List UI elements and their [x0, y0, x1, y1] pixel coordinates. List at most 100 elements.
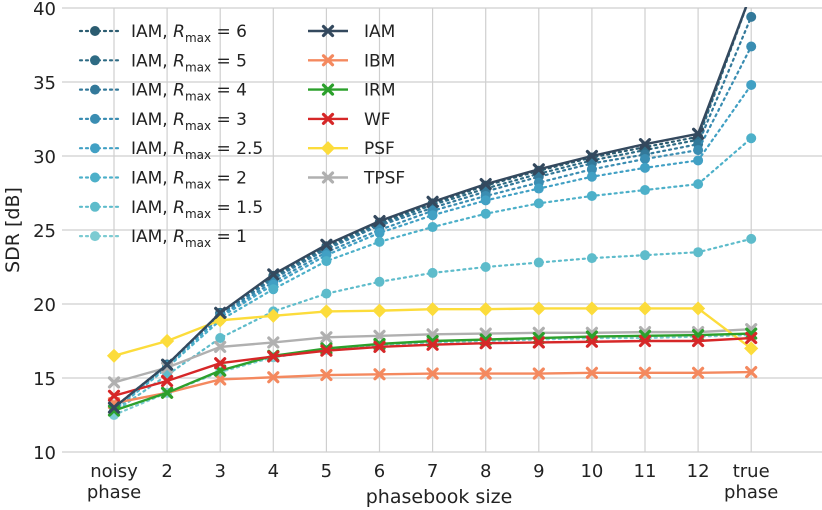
legend-swatch-marker — [90, 172, 100, 183]
legend-var: R — [173, 139, 185, 159]
x-tick-line: 11 — [634, 461, 657, 482]
data-point — [427, 267, 438, 278]
x-tick-line: true — [733, 461, 770, 482]
legend-swatch-marker — [90, 231, 100, 242]
data-point — [106, 348, 122, 363]
data-point — [746, 11, 757, 22]
data-point — [107, 401, 121, 414]
legend-label: IAM, Rmax = 6 — [131, 22, 247, 45]
data-point — [426, 338, 439, 351]
legend-label: PSF — [364, 139, 395, 159]
legend-var: R — [173, 22, 185, 42]
data-point — [107, 389, 121, 402]
legend-entry-rmax-3: IAM, Rmax = 3 — [78, 110, 247, 133]
data-point — [585, 366, 598, 379]
x-tick-line: 12 — [687, 461, 710, 482]
data-point — [693, 247, 704, 258]
data-point — [640, 250, 650, 261]
x-tick-line: 8 — [480, 461, 491, 482]
legend-label: IAM, Rmax = 4 — [131, 81, 247, 104]
data-point — [745, 331, 758, 345]
grid — [62, 7, 822, 453]
data-point — [746, 79, 757, 90]
x-tick-label: 4 — [268, 461, 279, 482]
legend-sub: max — [185, 178, 211, 192]
x-tick-label: noisy phase — [87, 461, 141, 503]
legend-entry-rmax-2.5: IAM, Rmax = 2.5 — [78, 139, 263, 162]
data-point — [640, 162, 650, 173]
data-point — [480, 262, 491, 272]
data-point — [532, 367, 545, 380]
legend-entry-ibm: IBM — [308, 51, 395, 71]
data-point — [533, 257, 544, 268]
data-point — [586, 164, 597, 175]
legend-rmax-value: 5 — [236, 51, 247, 71]
data-point — [746, 41, 757, 52]
legend-var: R — [173, 51, 185, 71]
data-point — [107, 404, 121, 417]
legend-swatch-marker — [321, 171, 335, 184]
x-axis-label: phasebook size — [366, 486, 513, 508]
legend-label: IRM — [364, 81, 396, 101]
data-point — [640, 153, 650, 164]
data-point — [584, 301, 599, 316]
plot-area — [106, 7, 759, 420]
data-point — [479, 337, 492, 350]
legend-swatch-marker — [90, 201, 100, 212]
legend-var: R — [173, 227, 185, 247]
legend-entry-wf: WF — [308, 110, 391, 130]
data-point — [266, 308, 281, 323]
data-point — [373, 215, 386, 228]
legend-swatch-marker — [321, 54, 335, 67]
data-point — [480, 208, 491, 219]
data-point — [532, 163, 545, 176]
legend-swatch-marker — [321, 112, 335, 125]
legend-prefix: IAM, — [131, 169, 173, 189]
data-point — [374, 276, 385, 287]
x-tick-line: 5 — [321, 461, 332, 482]
legend-label: TPSF — [363, 169, 405, 189]
x-tick-line: 4 — [268, 461, 279, 482]
x-tick-line: 6 — [374, 461, 385, 482]
data-point — [160, 333, 175, 349]
legend-eq: = — [211, 227, 236, 247]
data-point — [638, 138, 652, 151]
legend-swatch-marker — [321, 83, 335, 96]
data-point — [161, 361, 174, 374]
x-tick-line: 7 — [427, 461, 438, 482]
legend-swatch-marker — [90, 143, 100, 154]
legend-var: R — [173, 110, 185, 130]
legend-sub: max — [185, 236, 211, 250]
data-point — [692, 334, 705, 348]
data-point — [374, 227, 385, 238]
data-point — [585, 335, 598, 348]
x-tick-label: 7 — [427, 461, 438, 482]
legend-rmax-value: 3 — [236, 110, 247, 130]
data-point — [320, 344, 333, 357]
data-point — [267, 336, 280, 349]
data-point — [267, 371, 280, 384]
data-point — [586, 171, 597, 182]
x-tick-line: phase — [87, 482, 141, 503]
legend-rmax-value: 1.5 — [236, 198, 263, 218]
data-point — [746, 233, 757, 244]
x-tick-line: 9 — [533, 461, 544, 482]
x-tick-line: noisy — [90, 461, 138, 482]
data-point — [425, 302, 440, 317]
data-point — [161, 386, 174, 399]
legend-prefix: IAM, — [131, 81, 173, 101]
x-tick-label: true phase — [724, 461, 778, 503]
data-point — [267, 350, 280, 363]
data-point — [637, 301, 653, 316]
legend-swatch-marker — [320, 141, 336, 156]
legend-entry-irm: IRM — [308, 81, 396, 101]
legend-prefix: IAM, — [131, 22, 173, 42]
legend-label: IAM, Rmax = 2 — [131, 169, 247, 192]
legend-entry-psf: PSF — [308, 139, 395, 159]
data-point — [480, 195, 491, 206]
x-tick-label: 11 — [634, 461, 657, 482]
legend-var: R — [173, 198, 185, 218]
data-point — [533, 183, 544, 194]
data-point — [533, 198, 544, 209]
